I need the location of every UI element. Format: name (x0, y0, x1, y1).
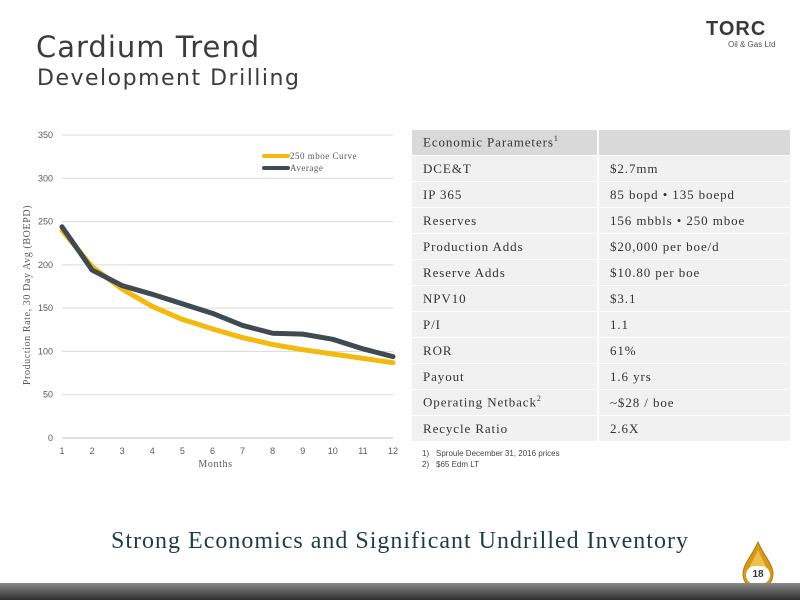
param-value: 61% (598, 337, 790, 364)
param-value: $3.1 (598, 285, 790, 312)
x-tick-label: 9 (300, 446, 305, 456)
table-header-row: Economic Parameters1 (412, 130, 790, 156)
param-label: DCE&T (412, 155, 599, 182)
param-label: Reserves (412, 207, 599, 234)
table-row: Production Adds $20,000 per boe/d (412, 233, 790, 260)
param-label-sup: 2 (536, 394, 542, 404)
param-label-text: ROR (423, 342, 453, 358)
table-header-label: Economic Parameters1 (412, 130, 599, 156)
footnote-2-number: 2) (422, 460, 430, 469)
param-label: P/I (412, 311, 599, 338)
param-label-text: Recycle Ratio (423, 420, 508, 436)
tagline: Strong Economics and Significant Undrill… (111, 528, 689, 554)
param-value: 156 mbbls • 250 mboe (598, 207, 790, 234)
series-line-2 (59, 224, 396, 360)
param-label: Production Adds (412, 233, 599, 260)
slide-subtitle: Development Drilling (37, 66, 301, 91)
param-label: Reserve Adds (412, 259, 599, 286)
param-label-text: IP 365 (423, 186, 463, 202)
param-label: Recycle Ratio (412, 415, 599, 442)
param-label-text: NPV10 (423, 290, 467, 306)
x-tick-label: 10 (328, 446, 338, 456)
param-value: $10.80 per boe (598, 259, 790, 286)
table-row: Reserves 156 mbbls • 250 mboe (412, 207, 790, 234)
y-tick-label: 150 (38, 303, 53, 313)
table-row: Payout 1.6 yrs (412, 363, 790, 390)
param-label-text: Production Adds (423, 238, 524, 254)
x-tick-label: 11 (358, 446, 367, 456)
y-tick-label: 350 (38, 130, 53, 140)
param-value: $2.7mm (598, 155, 790, 182)
footnote-1-text: Sproule December 31, 2016 prices (436, 449, 560, 458)
table-header-text: Economic Parameters (423, 134, 554, 150)
table-header-sup: 1 (553, 134, 559, 144)
logo-subtext: Oil & Gas Ltd (728, 40, 776, 49)
x-tick-label: 12 (388, 446, 398, 456)
table-row: Recycle Ratio 2.6X (412, 415, 790, 442)
param-value: 1.1 (598, 311, 790, 338)
x-axis-label: Months (198, 459, 232, 470)
x-tick-label: 7 (240, 446, 245, 456)
table-row: ROR 61% (412, 337, 790, 364)
param-value: 85 bopd • 135 boepd (598, 181, 790, 208)
y-tick-label: 0 (48, 433, 53, 443)
param-label-text: Reserve Adds (423, 264, 506, 280)
footnote-1-number: 1) (422, 449, 430, 458)
param-label: Operating Netback2 (412, 389, 599, 416)
legend-label-2: Average (290, 163, 323, 173)
table-row: Reserve Adds $10.80 per boe (412, 259, 790, 286)
table-row: IP 365 85 bopd • 135 boepd (412, 181, 790, 208)
table-row: Operating Netback2 ~$28 / boe (412, 389, 790, 416)
param-label: ROR (412, 337, 599, 364)
footnotes: 1) Sproule December 31, 2016 prices 2) $65… (422, 448, 560, 470)
x-tick-label: 1 (59, 446, 64, 456)
table-header-empty (598, 130, 790, 156)
x-tick-label: 8 (270, 446, 275, 456)
x-tick-label: 2 (90, 446, 95, 456)
param-value: ~$28 / boe (598, 389, 790, 416)
param-label: IP 365 (412, 181, 599, 208)
x-tick-label: 6 (210, 446, 215, 456)
param-label-text: Reserves (423, 212, 478, 228)
y-tick-label: 200 (38, 260, 53, 270)
x-tick-label: 5 (180, 446, 185, 456)
table-row: P/I 1.1 (412, 311, 790, 338)
param-label-text: DCE&T (423, 160, 472, 176)
footnote-1: 1) Sproule December 31, 2016 prices (422, 448, 560, 459)
param-value: 2.6X (598, 415, 790, 442)
x-tick-label: 4 (150, 446, 155, 456)
y-tick-label: 250 (38, 217, 53, 227)
logo-wordmark: TORC (706, 18, 767, 40)
y-tick-label: 100 (38, 346, 53, 356)
param-label: NPV10 (412, 285, 599, 312)
legend-label-1: 250 mboe Curve (290, 151, 357, 161)
param-label-text: Payout (423, 368, 465, 384)
economic-parameters-table: Economic Parameters1 DCE&T $2.7mm IP 365 85… (412, 130, 790, 442)
slide-title: Cardium Trend (36, 30, 261, 64)
param-label-text: Operating Netback (423, 394, 537, 410)
table-row: NPV10 $3.1 (412, 285, 790, 312)
footnote-2-text: $65 Edm LT (436, 460, 479, 469)
table-body: DCE&T $2.7mm IP 365 85 bopd • 135 boepd Rese… (412, 155, 790, 442)
footer-bar (0, 583, 800, 600)
param-value: $20,000 per boe/d (598, 233, 790, 260)
y-axis-label: Production Rate, 30 Day Avg (BOEPD) (22, 205, 33, 385)
page-number: 18 (746, 566, 770, 584)
company-logo: TORC Oil & Gas Ltd (706, 18, 776, 50)
footnote-2: 2) $65 Edm LT (422, 459, 560, 470)
param-label: Payout (412, 363, 599, 390)
y-tick-label: 50 (43, 390, 53, 400)
param-label-text: P/I (423, 316, 441, 332)
x-tick-label: 3 (120, 446, 125, 456)
param-value: 1.6 yrs (598, 363, 790, 390)
y-tick-label: 300 (38, 173, 53, 183)
table-row: DCE&T $2.7mm (412, 155, 790, 182)
